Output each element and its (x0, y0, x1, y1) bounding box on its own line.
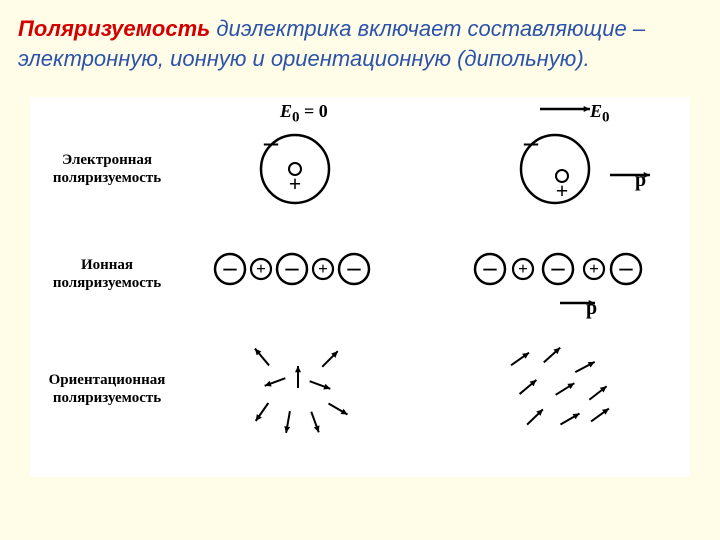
svg-text:–: – (263, 127, 279, 158)
svg-text:+: + (289, 171, 302, 196)
diagram-svg: –+–+–––++–––++ (30, 97, 690, 477)
svg-text:–: – (551, 253, 566, 282)
svg-text:+: + (556, 178, 569, 203)
svg-text:–: – (285, 253, 300, 282)
diagram-area: Электроннаяполяризуемость Ионнаяполяризу… (30, 97, 690, 477)
title-text: Поляризуемость диэлектрика включает сост… (0, 0, 720, 81)
svg-text:+: + (318, 259, 328, 278)
svg-text:+: + (518, 259, 528, 278)
svg-text:+: + (589, 259, 599, 278)
svg-text:+: + (256, 259, 266, 278)
title-highlight: Поляризуемость (18, 16, 210, 41)
svg-text:–: – (223, 253, 238, 282)
svg-text:–: – (523, 127, 539, 158)
svg-text:–: – (347, 253, 362, 282)
svg-text:–: – (619, 253, 634, 282)
svg-text:–: – (483, 253, 498, 282)
